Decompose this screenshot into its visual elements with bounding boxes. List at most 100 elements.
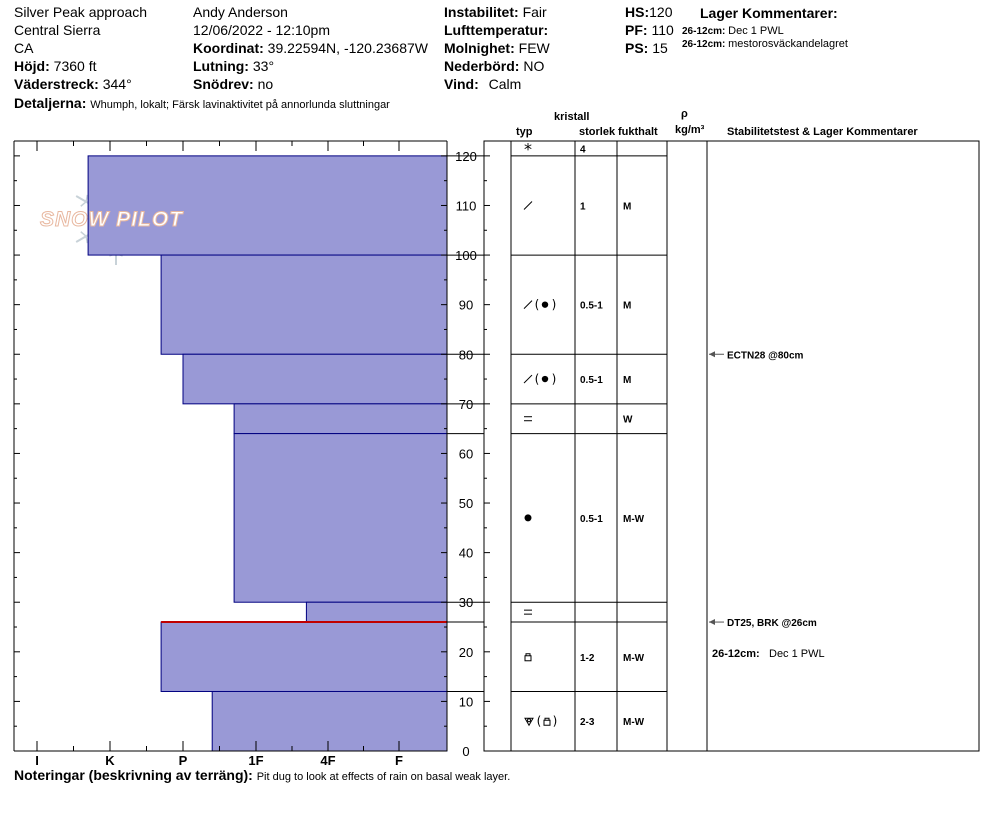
col-moisture: fukthalt [618, 126, 658, 138]
hardness-label: F [395, 753, 403, 768]
hardness-bar [160, 254, 448, 355]
hardness-bar [87, 155, 448, 256]
precip-value: NO [523, 58, 545, 74]
layer-comment-1: 26-12cm: Dec 1 PWL [682, 25, 784, 38]
slope: Lutning: 33° [193, 58, 274, 74]
layer-comment-2-range: 26-12cm: [682, 39, 726, 50]
layer-comments-title: Lager Kommentarer: [700, 5, 838, 21]
airtemp-label: Lufttemperatur: [444, 22, 549, 38]
location-name: Silver Peak approach [14, 4, 148, 20]
drift: Snödrev: no [193, 76, 273, 92]
col-type: typ [516, 126, 533, 138]
col-density-unit: kg/m³ [675, 124, 705, 136]
slope-label: Lutning: [193, 58, 249, 74]
stability-comment-text: Dec 1 PWL [769, 648, 825, 660]
col-crystal: kristall [554, 111, 590, 123]
col-size: storlek [579, 126, 616, 138]
observer-name: Andy Anderson [193, 4, 288, 20]
depth-tick-label: 50 [459, 496, 473, 511]
table-border [483, 140, 980, 752]
elevation-value: 7360 ft [53, 58, 97, 74]
cloud-label: Molnighet: [444, 40, 515, 56]
cloud-cover: Molnighet: FEW [444, 40, 550, 56]
precipitation: Nederbörd: NO [444, 58, 544, 74]
instability-value: Fair [522, 4, 547, 20]
moisture-value: M-W [623, 514, 645, 525]
test-arrow-head [709, 619, 715, 626]
frag-round-icon: () [523, 372, 557, 386]
details-value: Whumph, lokalt; Färsk lavinaktivitet på … [90, 99, 390, 111]
depth-tick-label: 20 [459, 645, 473, 660]
round-icon [524, 514, 532, 522]
moisture-value: M [623, 375, 631, 386]
details: Detaljerna: Whumph, lokalt; Färsk lavina… [14, 95, 390, 112]
facet-box [543, 719, 551, 726]
stability-tests: ECTN28 @80cm DT25, BRK @26cm 26-12cm: Dec 1… [709, 350, 825, 660]
moisture-value: M-W [623, 717, 645, 728]
hardness-bar [160, 621, 448, 692]
coordinates: Koordinat: 39.22594N, -120.23687W [193, 40, 428, 56]
pf: PF: 110 [625, 22, 674, 38]
layer-comment-2-text: mestorosväckandelagret [728, 38, 848, 50]
stability-test-label: ECTN28 @80cm [727, 350, 804, 361]
ps: PS: 15 [625, 40, 668, 56]
slope-value: 33° [252, 58, 275, 74]
region-name: Central Sierra [14, 22, 101, 38]
wind: Vind: Calm [444, 76, 521, 92]
chart-frames [13, 140, 980, 752]
paren-open: ( [535, 298, 540, 312]
hardness-bar [182, 353, 448, 405]
snowpilot-logo-text: SNOW PILOT [40, 208, 183, 232]
crystal-size: 1 [580, 201, 586, 212]
hardness-bar [211, 690, 448, 752]
moisture-value: M [623, 301, 631, 312]
coord-label: Koordinat: [193, 40, 264, 56]
crystal-size: 2-3 [580, 717, 595, 728]
wind-label: Vind: [444, 76, 479, 92]
depth-hoar-core [527, 718, 531, 723]
observation-datetime: 12/06/2022 - 12:10pm [193, 22, 330, 38]
flake-branch [85, 236, 89, 244]
col-stability: Stabilitetstest & Lager Kommentarer [727, 126, 918, 138]
drift-label: Snödrev: [193, 76, 254, 92]
ps-label: PS: [625, 40, 649, 56]
facet-top [544, 717, 550, 721]
depth-tick-label: 90 [459, 298, 473, 313]
aspect-label: Väderstreck: [14, 76, 99, 92]
hardness-label: 1F [248, 753, 263, 768]
stability-test-label: DT25, BRK @26cm [727, 618, 817, 629]
melt-freeze-icon [524, 609, 532, 615]
flake-branch [85, 194, 89, 202]
ps-value: 15 [652, 40, 668, 56]
paren-close: ) [552, 298, 557, 312]
hs: HS:120 [625, 4, 672, 20]
moisture-value: M-W [623, 653, 645, 664]
instability-label: Instabilitet: [444, 4, 519, 20]
hardness-label: P [179, 753, 188, 768]
crystal-size: 0.5-1 [580, 514, 603, 525]
crystal-size: 0.5-1 [580, 375, 603, 386]
cloud-value: FEW [518, 40, 550, 56]
depth-tick-label: 0 [462, 744, 469, 759]
notes: Noteringar (beskrivning av terräng): Pit… [14, 767, 510, 784]
stability-comment-range: 26-12cm: [712, 648, 760, 660]
fragment-slash [523, 201, 533, 210]
pf-label: PF: [625, 22, 648, 38]
rounded-dot [524, 514, 532, 522]
depth-tick-label: 60 [459, 446, 473, 461]
depth-tick-label: 110 [456, 198, 477, 213]
hardness-bar [305, 601, 448, 623]
aspect: Väderstreck: 344° [14, 76, 132, 92]
moisture-value: W [623, 415, 633, 426]
flake-branch [80, 231, 87, 237]
elevation-label: Höjd: [14, 58, 50, 74]
air-temperature: Lufttemperatur: [444, 22, 548, 38]
layer-comment-1-range: 26-12cm: [682, 26, 726, 37]
hardness-axis: I K P 1F 4F F [35, 141, 403, 768]
layer-table: * 4 1 M () 0.5-1 M () 0.5-1 M W 0.5-1 M-W 1-2 M-W () 2-3… [447, 139, 667, 728]
paren-close: ) [552, 372, 557, 386]
notes-value: Pit dug to look at effects of rain on ba… [256, 771, 511, 783]
rounded-dot [541, 375, 549, 383]
